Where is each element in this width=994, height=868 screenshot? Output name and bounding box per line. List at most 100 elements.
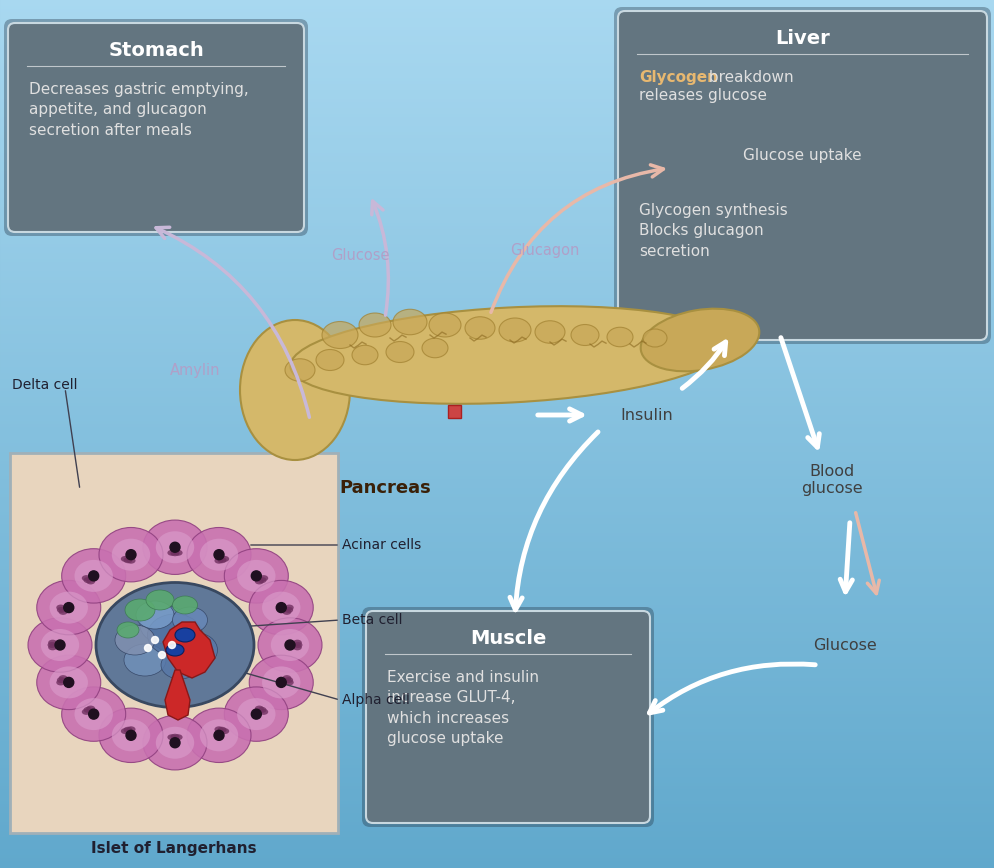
Bar bbox=[0, 262, 994, 263]
Bar bbox=[0, 472, 994, 473]
Bar bbox=[0, 54, 994, 55]
Bar bbox=[0, 104, 994, 105]
Bar bbox=[0, 91, 994, 92]
Bar bbox=[0, 713, 994, 714]
Bar bbox=[0, 328, 994, 329]
Bar bbox=[0, 479, 994, 480]
Bar bbox=[0, 225, 994, 226]
Bar bbox=[0, 788, 994, 789]
Bar bbox=[0, 250, 994, 251]
Bar bbox=[0, 497, 994, 498]
Ellipse shape bbox=[173, 633, 218, 667]
Bar bbox=[0, 88, 994, 89]
Bar bbox=[0, 231, 994, 232]
Bar bbox=[0, 6, 994, 7]
Bar bbox=[0, 491, 994, 492]
Text: Acinar cells: Acinar cells bbox=[342, 538, 421, 552]
Bar bbox=[0, 445, 994, 446]
Bar bbox=[0, 179, 994, 180]
Text: Delta cell: Delta cell bbox=[12, 378, 78, 392]
Bar bbox=[0, 512, 994, 513]
Ellipse shape bbox=[146, 590, 174, 610]
Bar bbox=[0, 362, 994, 363]
Bar bbox=[0, 266, 994, 267]
Bar bbox=[0, 608, 994, 609]
Bar bbox=[0, 141, 994, 142]
Bar bbox=[0, 209, 994, 210]
Bar bbox=[0, 483, 994, 484]
Bar bbox=[0, 303, 994, 304]
Bar bbox=[0, 597, 994, 598]
Bar bbox=[0, 616, 994, 617]
Bar bbox=[0, 363, 994, 364]
Bar bbox=[0, 581, 994, 582]
Bar bbox=[0, 238, 994, 239]
Bar bbox=[0, 539, 994, 540]
Ellipse shape bbox=[322, 321, 358, 348]
Bar bbox=[0, 27, 994, 28]
Bar bbox=[0, 555, 994, 556]
Ellipse shape bbox=[173, 596, 198, 614]
Bar bbox=[0, 790, 994, 791]
Bar bbox=[0, 235, 994, 236]
Bar bbox=[0, 174, 994, 175]
Bar bbox=[0, 109, 994, 110]
Bar bbox=[0, 108, 994, 109]
Bar bbox=[0, 150, 994, 151]
Ellipse shape bbox=[83, 577, 92, 583]
Bar bbox=[0, 400, 994, 401]
Bar bbox=[0, 99, 994, 100]
Bar bbox=[0, 401, 994, 402]
Bar bbox=[0, 433, 994, 434]
Ellipse shape bbox=[284, 677, 293, 683]
Text: releases glucose: releases glucose bbox=[639, 88, 767, 103]
Ellipse shape bbox=[249, 655, 313, 710]
Ellipse shape bbox=[161, 651, 199, 679]
Bar bbox=[0, 670, 994, 671]
Bar bbox=[0, 743, 994, 744]
Bar bbox=[0, 444, 994, 445]
Bar bbox=[0, 473, 994, 474]
Bar bbox=[0, 607, 994, 608]
Ellipse shape bbox=[59, 675, 68, 681]
Bar bbox=[0, 549, 994, 550]
Bar bbox=[0, 4, 994, 5]
Bar bbox=[0, 815, 994, 816]
Bar bbox=[0, 476, 994, 477]
Ellipse shape bbox=[156, 531, 194, 563]
Bar bbox=[0, 467, 994, 468]
Bar bbox=[0, 695, 994, 696]
Bar bbox=[0, 156, 994, 157]
Bar bbox=[0, 406, 994, 407]
Bar bbox=[0, 308, 994, 309]
Ellipse shape bbox=[41, 629, 80, 661]
Bar bbox=[0, 30, 994, 31]
Bar bbox=[0, 229, 994, 230]
Bar bbox=[0, 443, 994, 444]
Bar bbox=[0, 799, 994, 800]
Bar bbox=[0, 629, 994, 630]
Bar bbox=[0, 781, 994, 782]
Bar bbox=[0, 90, 994, 91]
Ellipse shape bbox=[82, 575, 90, 582]
Text: Islet of Langerhans: Islet of Langerhans bbox=[91, 841, 256, 857]
Bar bbox=[0, 25, 994, 26]
Bar bbox=[0, 414, 994, 415]
Bar bbox=[0, 233, 994, 234]
Bar bbox=[0, 546, 994, 547]
Bar bbox=[0, 318, 994, 319]
Bar bbox=[0, 657, 994, 658]
Bar bbox=[0, 525, 994, 526]
Bar bbox=[0, 580, 994, 581]
Bar bbox=[0, 92, 994, 93]
Bar bbox=[0, 813, 994, 814]
Bar bbox=[0, 509, 994, 510]
Text: Glucose uptake: Glucose uptake bbox=[744, 148, 862, 163]
Bar bbox=[0, 37, 994, 38]
Bar bbox=[0, 840, 994, 841]
Bar bbox=[0, 161, 994, 162]
Bar bbox=[0, 75, 994, 76]
Bar bbox=[0, 85, 994, 86]
Bar bbox=[0, 69, 994, 70]
Bar bbox=[0, 220, 994, 221]
